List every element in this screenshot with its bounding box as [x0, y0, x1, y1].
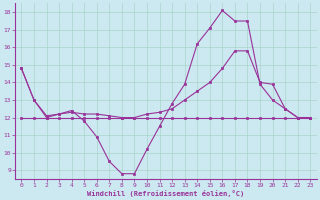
- X-axis label: Windchill (Refroidissement éolien,°C): Windchill (Refroidissement éolien,°C): [87, 190, 244, 197]
